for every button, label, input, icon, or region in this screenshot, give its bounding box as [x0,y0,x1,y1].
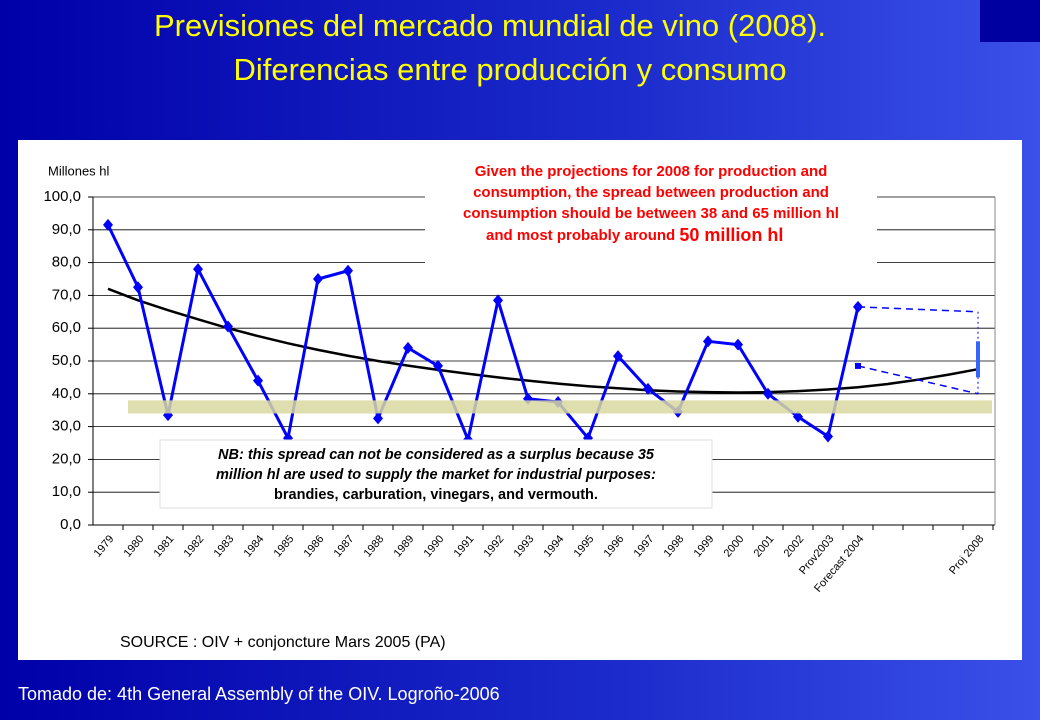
annotation-text: and most probably around 50 million hl [486,225,783,245]
series-line [106,224,860,445]
projection-point [855,362,861,369]
data-point [343,264,353,277]
data-point [823,430,833,443]
series-line [107,287,979,394]
y-tick-label: 100,0 [43,188,81,205]
data-point [193,263,203,276]
note-text: NB: this spread can not be considered as… [218,447,655,463]
title: Previsiones del mercado mundial de vino … [154,8,826,43]
data-point [703,335,713,348]
data-point [733,338,743,351]
projection-point [855,303,861,310]
data-point [643,382,653,395]
data-point [493,294,503,307]
note-text: million hl are used to supply the market… [216,467,656,483]
band [128,400,992,414]
data-point [373,412,383,425]
data-point [403,341,413,354]
y-tick-label: 60,0 [52,319,81,336]
annotation-text: consumption should be between 38 and 65 … [463,205,839,222]
y-tick-label: 90,0 [52,221,81,238]
annotation-text: consumption, the spread between producti… [473,184,829,201]
y-tick-label: 0,0 [60,516,81,533]
data-point [223,320,233,333]
title: Diferencias entre producción y consumo [233,52,786,87]
annotation-text: Given the projections for 2008 for produ… [475,163,828,180]
note-text: brandies, carburation, vinegars, and ver… [274,487,598,503]
data-point [313,273,323,285]
y-axis-label: Millones hl [48,163,110,178]
data-point [433,359,443,372]
y-tick-label: 10,0 [52,483,81,500]
annotation-text: and most probably around [486,227,679,244]
y-tick-label: 80,0 [52,254,81,271]
data-point [793,410,803,423]
y-tick-label: 30,0 [52,418,81,435]
source: SOURCE : OIV + conjoncture Mars 2005 (PA… [120,634,446,651]
note-box [159,439,713,509]
data-point [253,374,263,387]
y-tick-label: 50,0 [52,352,81,369]
corner [980,0,1040,42]
annotation-box [425,155,877,290]
source-box [108,628,500,656]
data-point [103,218,113,231]
data-point [133,281,143,294]
projection-line [857,365,979,395]
projection-line [857,306,979,313]
y-tick-label: 20,0 [52,450,81,467]
y-tick-label: 40,0 [52,385,81,402]
footer: Tomado de: 4th General Assembly of the O… [18,684,500,704]
data-point [763,387,773,400]
data-point [613,350,623,363]
y-tick-label: 70,0 [52,286,81,303]
annotation-highlight: 50 million hl [679,225,783,245]
